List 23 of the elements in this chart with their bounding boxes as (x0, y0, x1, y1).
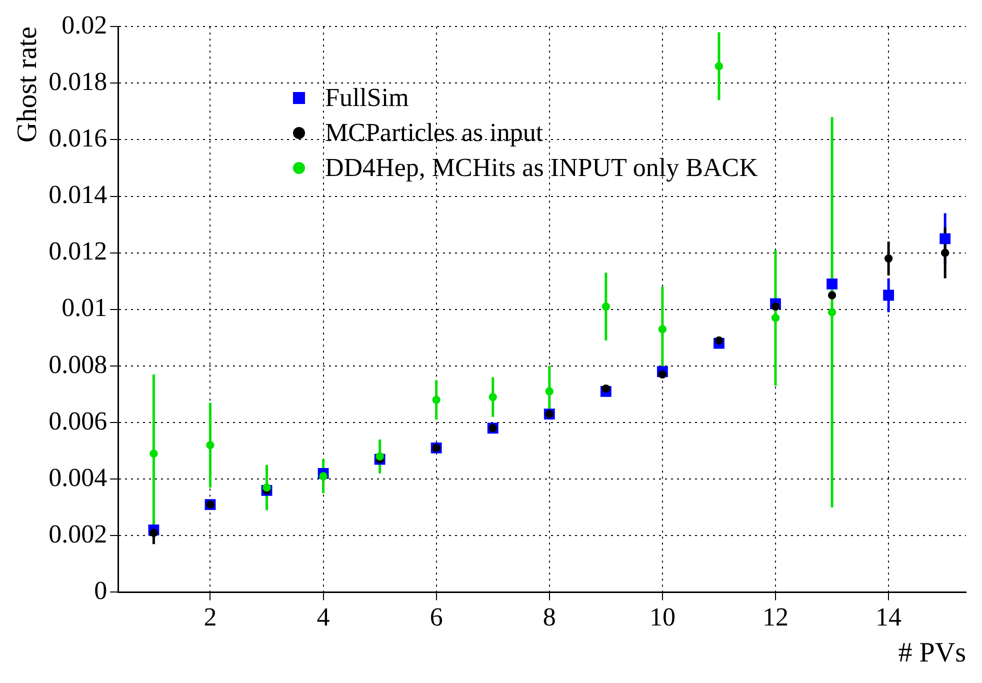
legend-label: MCParticles as input (325, 118, 544, 148)
x-axis-title: # PVs (898, 638, 966, 669)
y-tick-label: 0 (94, 576, 108, 606)
y-tick-label: 0.018 (48, 66, 108, 96)
y-tick-label: 0.006 (48, 406, 108, 436)
y-tick-label: 0.014 (48, 180, 108, 210)
legend-label: FullSim (325, 82, 409, 112)
y-tick-label: 0.016 (48, 124, 108, 153)
x-tick-label: 14 (876, 602, 902, 632)
x-tick-label: 4 (316, 602, 330, 632)
y-tick-label: 0.01 (62, 293, 108, 322)
y-tick-label: 0.02 (62, 10, 108, 40)
legend-label: DD4Hep, MCHits as INPUT only BACK (325, 152, 758, 182)
y-tick-label: 0.002 (48, 519, 108, 548)
x-tick-label: 2 (204, 602, 217, 632)
y-tick-label: 0.008 (48, 350, 108, 379)
y-tick-label: 0.004 (48, 462, 108, 492)
x-tick-label: 12 (762, 602, 789, 632)
y-axis-title: Ghost rate (12, 26, 44, 142)
x-tick-label: 6 (430, 602, 443, 632)
x-tick-label: 10 (649, 602, 676, 632)
y-tick-label: 0.012 (48, 236, 108, 266)
x-tick-label: 8 (542, 602, 556, 632)
